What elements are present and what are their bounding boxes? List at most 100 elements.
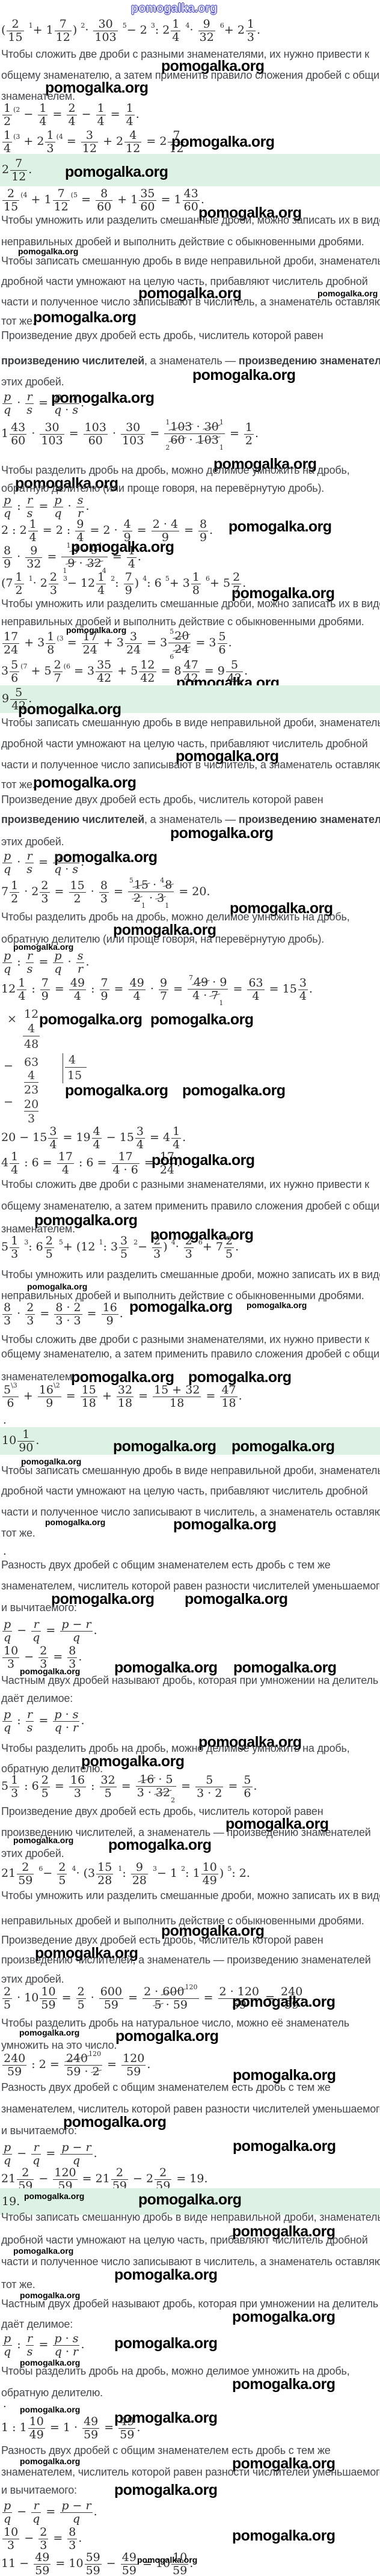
paragraph-line: произведению числителей, а знаменатель —…	[1, 813, 380, 825]
paragraph-line: знаменателем.	[1, 1371, 75, 1383]
watermark: pomogalka.org	[27, 1282, 88, 1291]
paragraph-line: дробной части умножают на целую часть, п…	[1, 2234, 368, 2246]
paragraph-line: Чтобы умножить или разделить смешанные д…	[1, 1268, 380, 1280]
paragraph-line: произведению числителей, а знаменатель —…	[1, 355, 380, 367]
watermark: pomogalka.org	[152, 1152, 255, 1169]
watermark: pomogalka.org	[138, 285, 242, 302]
answer-highlight: 9 5 42.	[0, 685, 380, 713]
answer-highlight: 10 1 90.	[0, 1427, 380, 1455]
watermark: pomogalka.org	[24, 2191, 85, 2201]
paragraph-line: общему знаменателю, а затем применить пр…	[1, 1200, 380, 1212]
watermark: pomogalka.org	[20, 2405, 81, 2414]
watermark: pomogalka.org	[161, 58, 265, 75]
watermark: pomogalka.org	[225, 1816, 329, 1832]
watermark: pomogalka.org	[20, 2456, 81, 2466]
paragraph-line: дробной части умножают на целую часть, п…	[1, 738, 368, 750]
paragraph-line: Чтобы разделить дробь на натуральное чис…	[1, 2017, 349, 2029]
paragraph-line: Чтобы сложить две дроби с разными знамен…	[1, 1333, 369, 1345]
remainder: 23	[24, 1083, 39, 1097]
paragraph-line: даёт делимое:	[1, 1692, 73, 1704]
subtracted: 4	[28, 1069, 35, 1082]
watermark: pomogalka.org	[198, 204, 302, 221]
paragraph-line: дробной части умножают на целую часть, п…	[1, 1485, 368, 1497]
paragraph-line: Произведение двух дробей есть дробь, чис…	[1, 794, 323, 806]
paragraph-line: Произведение двух дробей есть дробь, чис…	[1, 1805, 323, 1817]
watermark: pomogalka.org	[233, 2067, 336, 2084]
paragraph-line: части и полученное число записывают в чи…	[1, 296, 380, 308]
watermark: pomogalka.org	[51, 1591, 155, 1608]
paragraph-line: неправильных дробей и выполнить действие…	[1, 236, 364, 248]
paragraph-line: и вычитаемого:	[1, 1602, 77, 1614]
paragraph-line: Разность двух дробей с общим знаменателе…	[1, 2081, 331, 2093]
watermark: pomogalka.org	[233, 2138, 336, 2155]
paragraph-line: умножить на это число.	[1, 2039, 117, 2051]
period: .	[3, 1545, 7, 1558]
math-line: 1 : 1 10 49 = 1 · 49 59 = 49 59.	[1, 2415, 141, 2441]
watermark: pomogalka.org	[232, 2223, 336, 2240]
watermark: pomogalka.org	[18, 246, 79, 256]
watermark: pomogalka.org	[65, 164, 168, 180]
watermark: pomogalka.org	[71, 539, 174, 555]
watermark: pomogalka.org	[231, 1438, 335, 1455]
watermark: pomogalka.org	[20, 2290, 81, 2300]
paragraph-line: знаменателем, числитель которой равен ра…	[1, 2103, 380, 2115]
watermark: pomogalka.org	[213, 456, 317, 473]
paragraph-line: знаменателем.	[1, 1223, 75, 1235]
answer-value: 2 7 12.	[2, 156, 32, 183]
minus-sign: −	[4, 1059, 13, 1072]
watermark: pomogalka.org	[137, 2555, 198, 2565]
watermark: pomogalka.org	[161, 1923, 265, 1939]
watermark: pomogalka.org	[63, 2114, 167, 2131]
watermark: pomogalka.org	[15, 475, 118, 492]
watermark: pomogalka.org	[232, 2455, 336, 2472]
watermark: pomogalka.org	[35, 1945, 138, 1962]
paragraph-line: Чтобы умножить или разделить смешанные д…	[1, 598, 380, 610]
paragraph-line: дробной части умножают на целую часть, п…	[1, 275, 368, 287]
paragraph-line: этих дробей.	[1, 836, 64, 848]
rule-line	[24, 1082, 38, 1083]
paragraph-line: Чтобы разделить дробь на дробь, можно де…	[1, 1742, 350, 1754]
watermark: pomogalka.org	[176, 748, 279, 765]
mult-factor: 12	[24, 1008, 39, 1021]
answer-value: 19.	[2, 2195, 20, 2208]
answer-value: 9 5 42.	[2, 685, 32, 712]
paragraph-line: Произведение двух дробей есть дробь, чис…	[1, 1934, 323, 1946]
paragraph-line: тот же.	[1, 2278, 35, 2290]
paragraph-line: Чтобы записать смешанную дробь в виде не…	[1, 2211, 380, 2223]
paragraph-line: Разность двух дробей с общим знаменателе…	[1, 2444, 331, 2456]
paragraph-line: обратную делителю (или проще говоря, на …	[1, 482, 325, 494]
paragraph-line: тот же.	[1, 1527, 35, 1539]
watermark: pomogalka.org	[71, 1369, 174, 1386]
math-line: 1 4 (3 + 2 1 3 (4 = 3 12 + 2 4 12 = 2 7 12.	[2, 129, 190, 155]
watermark: pomogalka.org	[21, 1457, 82, 1466]
watermark: pomogalka.org	[129, 1299, 233, 1315]
quotient: 15	[67, 1069, 82, 1082]
period: .	[3, 1414, 7, 1427]
watermark: pomogalka.org	[66, 625, 127, 635]
watermark: pomogalka.org	[150, 1226, 254, 1243]
paragraph-line: Чтобы записать смешанную дробь в виде не…	[1, 717, 380, 729]
paragraph-line: и вычитаемого:	[1, 2125, 77, 2137]
paragraph-line: произведению числителей, а знаменатель —…	[1, 1954, 371, 1966]
paragraph-line: неправильных дробей и выполнить действие…	[1, 616, 364, 628]
watermark: pomogalka.org	[13, 1835, 74, 1845]
watermark: pomogalka.org	[114, 2266, 218, 2283]
paragraph-line: обратную делителю.	[1, 1763, 103, 1775]
watermark: pomogalka.org	[113, 1438, 216, 1455]
watermark: pomogalka.org	[113, 922, 216, 938]
watermark: pomogalka.org	[232, 2308, 336, 2325]
